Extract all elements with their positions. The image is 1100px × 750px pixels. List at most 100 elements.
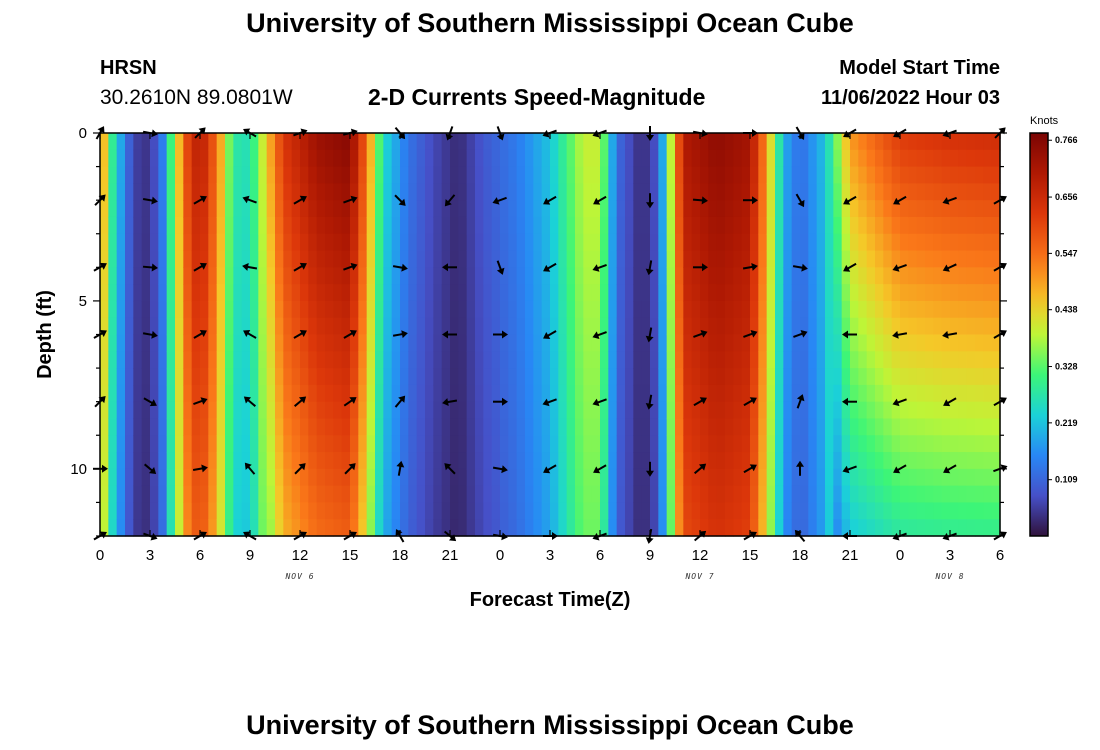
heatmap-cell — [608, 368, 618, 386]
heatmap-cell — [608, 519, 618, 537]
heatmap-cell — [233, 233, 243, 252]
heatmap-cell — [225, 317, 234, 336]
heatmap-cell — [883, 317, 893, 336]
heatmap-cell — [850, 300, 859, 319]
heatmap-cell — [750, 368, 759, 386]
heatmap-cell — [508, 334, 518, 352]
heatmap-cell — [916, 468, 926, 487]
heatmap-cell — [408, 502, 418, 520]
heatmap-cell — [625, 250, 634, 268]
heatmap-cell — [591, 384, 601, 403]
heatmap-cell — [691, 334, 701, 352]
heatmap-cell — [183, 284, 193, 302]
heatmap-cell — [533, 133, 543, 151]
heatmap-cell — [483, 368, 493, 386]
heatmap-cell — [891, 519, 901, 537]
heatmap-cell — [425, 133, 434, 151]
heatmap-cell — [416, 233, 426, 252]
heatmap-cell — [850, 435, 859, 453]
heatmap-cell — [866, 502, 876, 520]
heatmap-cell — [466, 401, 476, 420]
heatmap-cell — [991, 519, 1001, 537]
heatmap-cell — [575, 485, 584, 504]
heatmap-cell — [741, 250, 751, 268]
heatmap-cell — [958, 284, 968, 302]
heatmap-cell — [441, 317, 451, 336]
heatmap-cell — [700, 267, 709, 285]
heatmap-cell — [425, 368, 434, 386]
heatmap-cell — [325, 384, 334, 403]
heatmap-cell — [891, 183, 901, 201]
heatmap-cell — [308, 468, 318, 487]
heatmap-cell — [583, 418, 593, 436]
heatmap-cell — [375, 233, 384, 252]
heatmap-cell — [375, 284, 384, 302]
day-label: NOV 7 — [684, 572, 714, 581]
heatmap-cell — [616, 317, 626, 336]
heatmap-cell — [525, 200, 534, 218]
heatmap-cell — [541, 300, 551, 319]
heatmap-cell — [366, 334, 376, 352]
heatmap-cell — [966, 384, 976, 403]
heatmap-cell — [375, 334, 384, 352]
heatmap-cell — [350, 317, 359, 336]
heatmap-cell — [916, 435, 926, 453]
heatmap-cell — [233, 166, 243, 184]
heatmap-cell — [658, 284, 668, 302]
heatmap-cell — [500, 284, 509, 302]
heatmap-cell — [125, 485, 134, 504]
heatmap-cell — [466, 250, 476, 268]
current-arrow — [445, 126, 454, 141]
heatmap-cell — [141, 267, 151, 285]
heatmap-cell — [541, 133, 551, 151]
heatmap-cell — [708, 401, 718, 420]
heatmap-cell — [441, 284, 451, 302]
heatmap-cell — [775, 284, 784, 302]
heatmap-cell — [433, 334, 443, 352]
heatmap-cell — [191, 351, 201, 369]
heatmap-cell — [858, 183, 868, 201]
heatmap-cell — [800, 368, 809, 386]
heatmap-cell — [708, 384, 718, 403]
heatmap-cell — [250, 334, 259, 352]
heatmap-cell — [650, 368, 659, 386]
heatmap-cell — [541, 519, 551, 537]
heatmap-cell — [391, 334, 401, 352]
heatmap-cell — [875, 267, 884, 285]
heatmap-cell — [883, 284, 893, 302]
heatmap-cell — [541, 401, 551, 420]
heatmap-cell — [608, 233, 618, 252]
heatmap-cell — [891, 317, 901, 336]
heatmap-cell — [508, 368, 518, 386]
current-arrow — [193, 195, 207, 205]
heatmap-cell — [633, 418, 643, 436]
heatmap-cell — [133, 401, 143, 420]
heatmap-cell — [541, 200, 551, 218]
heatmap-cell — [108, 435, 118, 453]
heatmap-cell — [916, 502, 926, 520]
heatmap-cell — [475, 200, 484, 218]
heatmap-cell — [325, 183, 334, 201]
heatmap-cell — [175, 183, 184, 201]
heatmap-cell — [416, 368, 426, 386]
heatmap-cell — [283, 519, 293, 537]
heatmap-cell — [400, 468, 409, 487]
heatmap-cell — [916, 233, 926, 252]
heatmap-cell — [141, 233, 151, 252]
heatmap-cell — [450, 519, 459, 537]
heatmap-cell — [316, 183, 326, 201]
heatmap-cell — [875, 300, 884, 319]
heatmap-cell — [300, 166, 309, 184]
heatmap-cell — [775, 216, 784, 235]
current-arrow — [692, 196, 708, 205]
heatmap-cell — [500, 418, 509, 436]
heatmap-cell — [133, 233, 143, 252]
heatmap-cell — [950, 435, 959, 453]
heatmap-cell — [900, 452, 909, 470]
heatmap-cell — [308, 133, 318, 151]
heatmap-cell — [366, 384, 376, 403]
heatmap-cell — [841, 452, 851, 470]
heatmap-cell — [625, 284, 634, 302]
heatmap-cell — [900, 317, 909, 336]
heatmap-cell — [391, 166, 401, 184]
